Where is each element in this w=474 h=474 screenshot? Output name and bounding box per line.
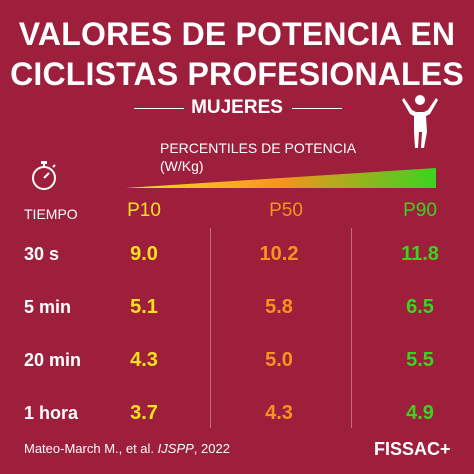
cell-30s-p10: 9.0: [130, 243, 158, 265]
source-authors: Mateo-March M., et al.: [24, 441, 158, 456]
cell-30s-p90: 11.8: [401, 243, 439, 265]
chart-title: VALORES DE POTENCIA EN CICLISTAS PROFESI…: [0, 14, 474, 94]
cell-5min-p10: 5.1: [130, 296, 158, 318]
percentile-axis-label: PERCENTILES DE POTENCIA (W/Kg): [160, 140, 356, 174]
cell-20min-p50: 5.0: [265, 349, 293, 371]
subtitle-rule-left: [134, 108, 184, 109]
cell-30s-p50: 10.2: [259, 243, 299, 265]
cell-1hora-p50: 4.3: [265, 402, 293, 424]
row-label-30s: 30 s: [24, 244, 60, 264]
percentile-gradient-wedge: [126, 168, 436, 188]
cell-5min-p90: 6.5: [406, 296, 434, 318]
column-divider: [210, 228, 211, 428]
subtitle: MUJERES: [191, 97, 283, 118]
row-header-tiempo: TIEMPO: [24, 206, 78, 222]
cell-1hora-p90: 4.9: [406, 402, 434, 424]
cyclist-icon: [402, 95, 438, 148]
row-label-5min: 5 min: [24, 297, 72, 317]
stopwatch-icon: [32, 161, 56, 190]
brand-logo: FISSAC+: [374, 439, 451, 459]
row-label-20min: 20 min: [24, 350, 82, 370]
cell-20min-p10: 4.3: [130, 349, 158, 371]
subtitle-rule-right: [292, 108, 342, 109]
column-header-p90: P90: [403, 200, 437, 221]
source-year: , 2022: [193, 441, 230, 456]
source-journal: IJSPP: [157, 441, 194, 456]
source-citation: Mateo-March M., et al. IJSPP, 2022: [24, 441, 230, 457]
title-line-1: VALORES DE POTENCIA EN: [18, 16, 456, 52]
title-line-2: CICLISTAS PROFESIONALES: [10, 56, 464, 92]
row-label-1hora: 1 hora: [24, 403, 79, 423]
column-header-p50: P50: [269, 200, 303, 221]
cell-20min-p90: 5.5: [406, 349, 434, 371]
cell-5min-p50: 5.8: [265, 296, 293, 318]
cell-1hora-p10: 3.7: [130, 402, 158, 424]
subtitle-row: MUJERES: [0, 96, 474, 120]
column-divider: [351, 228, 352, 428]
column-header-p10: P10: [127, 200, 161, 221]
